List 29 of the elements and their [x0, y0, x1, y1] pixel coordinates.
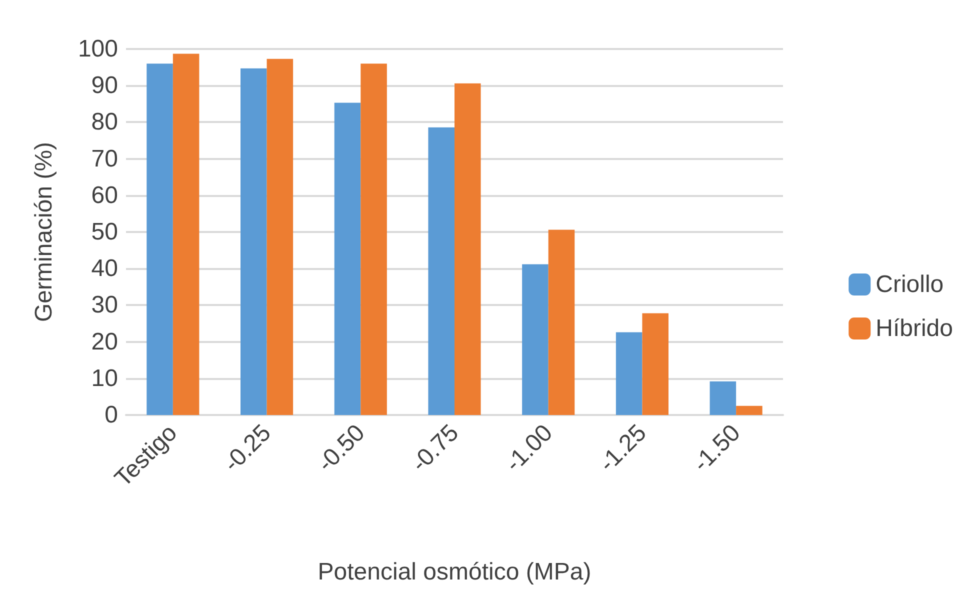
- legend-label: Híbrido: [876, 315, 954, 342]
- x-axis-title: Potencial osmótico (MPa): [318, 558, 592, 586]
- bar: [522, 264, 548, 415]
- bar: [266, 58, 294, 415]
- legend-label: Criollo: [876, 271, 944, 298]
- y-tick-label: 30: [91, 292, 118, 319]
- y-axis-title: Germinación (%): [30, 142, 58, 322]
- y-tick-label: 90: [91, 72, 118, 100]
- bar: [710, 381, 736, 415]
- bar: [454, 83, 481, 415]
- y-tick-label: 60: [91, 182, 118, 209]
- y-tick-label: 50: [91, 218, 118, 246]
- bar: [146, 64, 173, 415]
- bar: [240, 68, 267, 415]
- y-tick-label: 20: [91, 328, 118, 356]
- bar: [360, 64, 387, 415]
- bar: [172, 54, 200, 415]
- y-tick-label: 80: [91, 108, 118, 136]
- bar: [428, 127, 454, 415]
- y-tick-label: 0: [104, 402, 118, 428]
- y-tick-label: 40: [91, 255, 118, 282]
- bar: [642, 313, 668, 415]
- y-tick-label: 70: [91, 145, 118, 172]
- bar: [736, 406, 762, 415]
- y-tick-label: 10: [91, 364, 118, 392]
- bar: [334, 102, 361, 415]
- bar: [616, 332, 642, 415]
- y-tick-label: 100: [78, 36, 118, 62]
- bar: [548, 230, 575, 415]
